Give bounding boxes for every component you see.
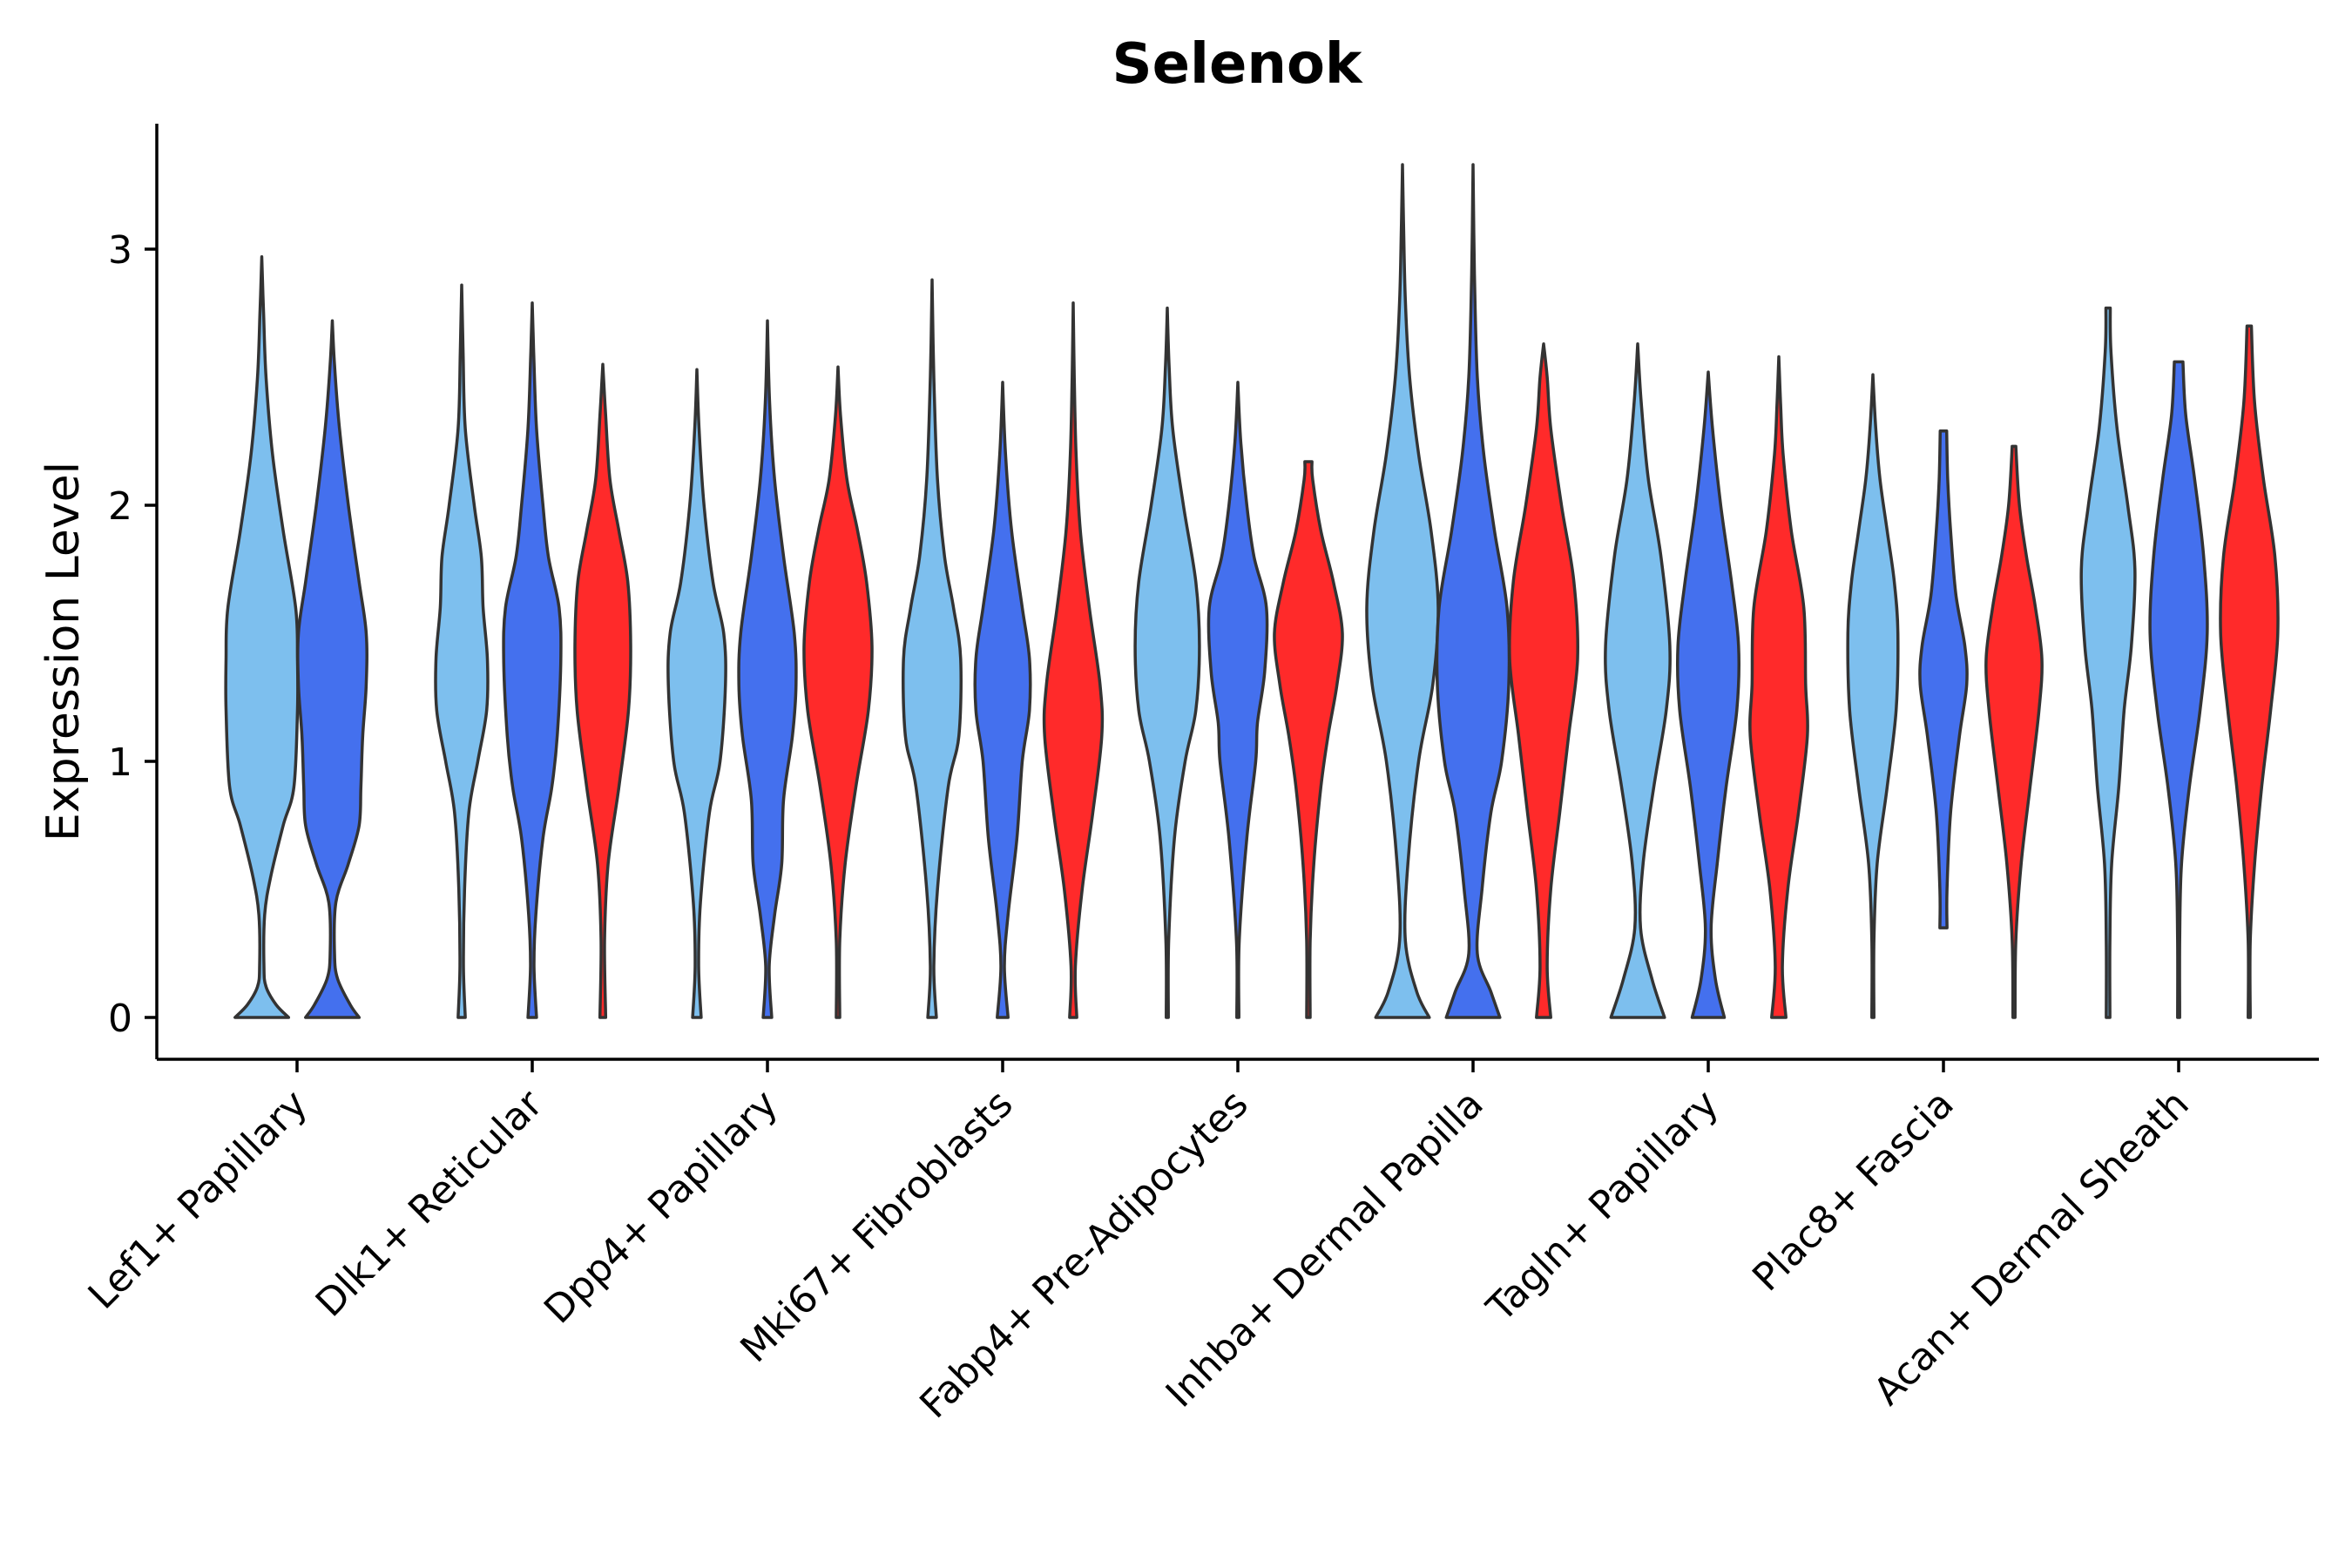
- violin: [666, 368, 727, 1019]
- y-tick-label: 3: [108, 228, 132, 273]
- violin: [1675, 370, 1741, 1019]
- y-tick-label: 1: [108, 740, 132, 785]
- violin-group: [902, 278, 1105, 1019]
- y-tick-label: 2: [108, 484, 132, 529]
- violin: [224, 255, 300, 1019]
- violin-group: [1133, 306, 1344, 1019]
- violin-group: [1604, 342, 1809, 1019]
- violin: [1846, 373, 1900, 1019]
- x-tick-label: Lef1+ Papillary: [80, 1082, 316, 1318]
- violin: [1133, 306, 1201, 1019]
- violin-group: [224, 255, 368, 1019]
- violin: [902, 278, 963, 1019]
- violin-group: [1365, 163, 1579, 1019]
- violin-group: [434, 283, 632, 1019]
- violin-group: [666, 319, 874, 1019]
- violin: [1918, 429, 1969, 929]
- violin: [434, 283, 490, 1019]
- x-tick-label: Dlk1+ Reticular: [308, 1081, 552, 1326]
- violin: [2079, 306, 2137, 1019]
- violin: [1206, 381, 1269, 1019]
- x-tick-label: Tagln+ Papillary: [1478, 1082, 1727, 1331]
- violin: [973, 381, 1032, 1019]
- violin: [1508, 342, 1579, 1019]
- violin: [573, 362, 632, 1019]
- violin: [1365, 163, 1440, 1019]
- x-tick-label: Plac8+ Fascia: [1744, 1082, 1963, 1301]
- chart-title: Selenok: [1112, 32, 1363, 97]
- violin: [2219, 324, 2280, 1019]
- violin: [1748, 355, 1809, 1019]
- violin: [2148, 360, 2209, 1019]
- violin: [1604, 342, 1672, 1019]
- violin: [1042, 301, 1105, 1019]
- violin: [737, 319, 798, 1019]
- y-tick-label: 0: [108, 997, 132, 1041]
- violin-group: [1846, 373, 2044, 1019]
- violin: [296, 319, 368, 1019]
- x-tick-label: Dpp4+ Papillary: [536, 1082, 787, 1333]
- y-axis-label: Expression Level: [37, 462, 90, 841]
- violins-layer: [224, 163, 2280, 1019]
- violin: [802, 365, 874, 1019]
- violin-group: [2079, 306, 2280, 1019]
- violin: [1435, 163, 1511, 1019]
- violin: [502, 301, 563, 1019]
- violin: [1273, 460, 1344, 1019]
- violin: [1984, 444, 2044, 1019]
- y-axis-ticks: 0 1 2 3: [108, 228, 157, 1041]
